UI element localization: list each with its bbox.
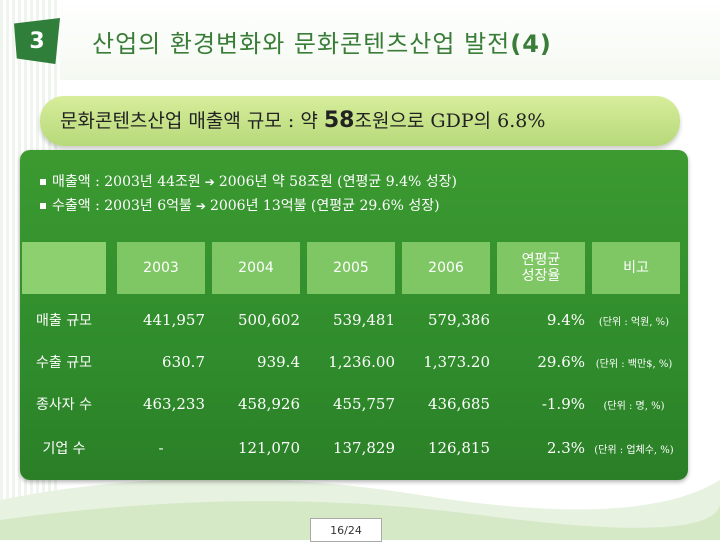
table-cell: - xyxy=(158,439,164,457)
table-cell: 29.6% xyxy=(537,353,585,371)
headline-big-number: 58 xyxy=(323,108,355,133)
table-cell: 539,481 xyxy=(332,311,395,329)
slide-number-badge: 3 xyxy=(14,18,60,64)
headline-text: 문화콘텐츠산업 매출액 규모 : 약 58조원으로 GDP의 6.8% xyxy=(60,106,545,133)
table-note: (단위 : 업체수, %) xyxy=(594,444,674,456)
bullet-right: 2006년 13억불 (연평균 29.6% 성장) xyxy=(209,198,440,214)
table-cell: 579,386 xyxy=(427,311,490,329)
headline-text-after: 조원으로 GDP의 6.8% xyxy=(354,110,546,132)
table-cell: 455,757 xyxy=(332,395,395,413)
table-cell: -1.9% xyxy=(541,395,585,413)
table-header-blank xyxy=(22,242,106,294)
row-label: 수출 규모 xyxy=(36,355,92,371)
bullet-item: 수출액 : 2003년 6억불 ➔ 2006년 13억불 (연평균 29.6% … xyxy=(40,194,457,218)
slide-title: 산업의 환경변화와 문화콘텐츠산업 발전(4) xyxy=(92,24,552,59)
slide-title-text: 산업의 환경변화와 문화콘텐츠산업 발전 xyxy=(92,30,511,58)
table-cell: 463,233 xyxy=(142,395,205,413)
table-cell: 630.7 xyxy=(162,353,205,371)
right-arrow-icon: ➔ xyxy=(204,175,215,189)
table-note: (단위 : 백만$, %) xyxy=(595,358,673,370)
headline-text-before: 문화콘텐츠산업 매출액 규모 : 약 xyxy=(60,110,324,132)
table-cell: 121,070 xyxy=(237,439,300,457)
bullet-right: 2006년 약 58조원 (연평균 9.4% 성장) xyxy=(218,174,457,190)
table-cell: 137,829 xyxy=(332,439,395,457)
table-header-cell: 연평균 성장율 xyxy=(497,242,585,294)
bullet-list: 매출액 : 2003년 44조원 ➔ 2006년 약 58조원 (연평균 9.4… xyxy=(40,170,457,218)
bullet-left: 수출액 : 2003년 6억불 xyxy=(52,198,192,214)
right-arrow-icon: ➔ xyxy=(195,199,206,213)
table-header-cell: 2003 xyxy=(117,242,205,294)
bullet-item: 매출액 : 2003년 44조원 ➔ 2006년 약 58조원 (연평균 9.4… xyxy=(40,170,457,194)
row-label: 매출 규모 xyxy=(36,313,92,329)
row-label: 종사자 수 xyxy=(36,397,92,413)
table-cell: 2.3% xyxy=(546,439,585,457)
table-header-cell: 2005 xyxy=(307,242,395,294)
table-cell: 436,685 xyxy=(427,395,490,413)
bullet-square-icon xyxy=(40,179,46,185)
table-cell: 458,926 xyxy=(237,395,300,413)
content-panel xyxy=(20,150,688,480)
table-header-cell: 2006 xyxy=(402,242,490,294)
row-label: 기업 수 xyxy=(42,441,86,457)
table-cell: 500,602 xyxy=(237,311,300,329)
bullet-square-icon xyxy=(40,203,46,209)
slide-number: 3 xyxy=(29,28,45,54)
headline-banner: 문화콘텐츠산업 매출액 규모 : 약 58조원으로 GDP의 6.8% xyxy=(40,96,680,146)
table-cell: 1,236.00 xyxy=(328,353,395,371)
table-header-cell: 2004 xyxy=(212,242,300,294)
table-cell: 939.4 xyxy=(257,353,300,371)
data-table: 2003 2004 2005 2006 연평균 성장율 비고 매출 규모 441… xyxy=(22,242,680,470)
table-note: (단위 : 명, %) xyxy=(603,400,665,412)
bullet-left: 매출액 : 2003년 44조원 xyxy=(52,174,201,190)
table-cell: 126,815 xyxy=(427,439,490,457)
table-note: (단위 : 억원, %) xyxy=(598,316,670,328)
table-cell: 441,957 xyxy=(142,311,205,329)
table-cell: 9.4% xyxy=(546,311,585,329)
table-cell: 1,373.20 xyxy=(423,353,490,371)
slide-title-suffix: (4) xyxy=(510,30,552,58)
top-band xyxy=(0,0,720,80)
page-number: 16/24 xyxy=(310,518,382,542)
table-header-cell: 비고 xyxy=(592,242,680,294)
